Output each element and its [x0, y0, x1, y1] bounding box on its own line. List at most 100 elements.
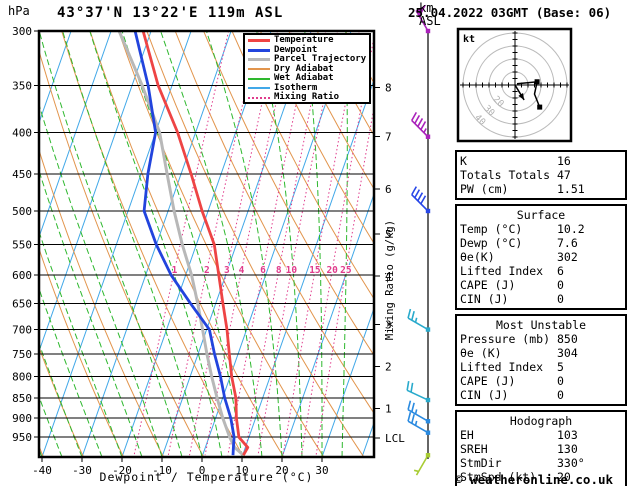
- copyright: © weatheronline.co.uk: [455, 472, 614, 486]
- svg-text:4: 4: [239, 265, 245, 276]
- svg-text:30: 30: [315, 464, 328, 477]
- stats-value: 330°: [557, 456, 585, 470]
- svg-text:600: 600: [12, 269, 32, 282]
- svg-text:7: 7: [385, 131, 392, 144]
- stats-row: CAPE (J) 0: [460, 374, 622, 388]
- stats-row: θe (K) 304: [460, 346, 622, 360]
- stats-row: Lifted Index 6: [460, 264, 622, 278]
- chart-legend: Temperature Dewpoint Parcel Trajectory Dry …: [243, 33, 371, 104]
- stats-table-title: Most Unstable: [495, 318, 586, 332]
- stats-label: CAPE (J): [460, 374, 516, 388]
- stats-row: K 16: [460, 154, 622, 168]
- stats-value: 0: [557, 278, 564, 292]
- svg-text:3: 3: [224, 265, 230, 276]
- legend-label: Dewpoint: [274, 44, 318, 55]
- svg-text:1: 1: [172, 265, 178, 276]
- stats-label: θe (K): [460, 346, 502, 360]
- legend-item: Wet Adiabat: [248, 73, 369, 84]
- svg-text:300: 300: [12, 25, 32, 38]
- stats-value: 0: [557, 292, 564, 306]
- hodograph-marker: [537, 104, 543, 110]
- barb-level-marker: [425, 28, 431, 34]
- svg-text:-30: -30: [72, 464, 92, 477]
- stats-label: Dewp (°C): [460, 236, 523, 250]
- stats-value: 6: [557, 264, 564, 278]
- svg-text:800: 800: [12, 371, 32, 384]
- stats-row: Temp (°C) 10.2: [460, 222, 622, 236]
- svg-text:400: 400: [12, 126, 32, 139]
- svg-text:-20: -20: [112, 464, 132, 477]
- legend-swatch: [248, 68, 270, 71]
- stats-label: CAPE (J): [460, 278, 516, 292]
- stats-value: 10.2: [557, 222, 585, 236]
- stats-row: CIN (J) 0: [460, 292, 622, 306]
- svg-text:8: 8: [385, 81, 392, 94]
- svg-text:500: 500: [12, 205, 32, 218]
- svg-text:750: 750: [12, 348, 32, 361]
- x-axis-title: Dewpoint / Temperature (°C): [99, 470, 314, 484]
- station-title: 43°37'N 13°22'E 119m ASL: [57, 5, 284, 21]
- svg-text:10: 10: [235, 464, 248, 477]
- svg-text:4: 4: [385, 270, 392, 283]
- stats-table-title: Hodograph: [509, 414, 573, 428]
- svg-text:350: 350: [12, 79, 32, 92]
- legend-label: Wet Adiabat: [274, 73, 334, 83]
- hodograph-trace: [516, 80, 541, 108]
- stats-value: 1.51: [557, 182, 585, 196]
- hodograph-marker: [534, 79, 540, 85]
- legend-item: Isotherm: [248, 82, 369, 94]
- wind-barb: [413, 453, 431, 476]
- barb-level-marker: [425, 397, 431, 403]
- stats-panel: K 16 Totals Totals 47 PW (cm) 1.51 Surface Temp…: [455, 150, 627, 486]
- wind-barb: [407, 411, 431, 435]
- stats-table: K 16 Totals Totals 47 PW (cm) 1.51: [455, 150, 627, 200]
- barb-level-marker: [425, 419, 431, 424]
- temperature-curve: [141, 31, 250, 456]
- stats-row: Lifted Index 5: [460, 360, 622, 374]
- stats-label: K: [460, 154, 467, 168]
- legend-label: Mixing Ratio: [274, 92, 340, 102]
- svg-text:1: 1: [385, 403, 392, 416]
- stats-value: 47: [557, 168, 571, 182]
- datetime-label: 25.04.2022 03GMT (Base: 06): [408, 5, 612, 20]
- stats-table: Surface Temp (°C) 10.2 Dewp (°C) 7.6 θe(K) 302…: [455, 204, 627, 310]
- legend-swatch: [248, 77, 270, 80]
- stats-label: Temp (°C): [460, 222, 523, 236]
- legend-item: Dewpoint: [248, 44, 369, 56]
- wind-barb-column: [406, 4, 431, 476]
- stats-row: CIN (J) 0: [460, 388, 622, 402]
- stats-row: PW (cm) 1.51: [460, 182, 622, 196]
- stats-label: Pressure (mb): [460, 332, 551, 346]
- stats-table: Hodograph EH 103 SREH 130 StmDir 330° StmSpd (k…: [455, 410, 627, 486]
- stats-value: 850: [557, 332, 578, 346]
- stats-value: 0: [557, 388, 564, 402]
- legend-swatch: [248, 58, 270, 62]
- legend-label: Isotherm: [274, 82, 318, 93]
- svg-text:-40: -40: [32, 464, 52, 477]
- barb-level-marker: [425, 453, 431, 458]
- barb-level-marker: [425, 327, 431, 332]
- stats-row: Totals Totals 47: [460, 168, 622, 182]
- svg-text:950: 950: [12, 431, 32, 444]
- svg-text:0: 0: [199, 464, 206, 477]
- legend-item: Dry Adiabat: [248, 64, 369, 75]
- svg-text:20: 20: [275, 464, 288, 477]
- lcl-label: LCL: [385, 432, 405, 445]
- legend-swatch: [248, 96, 270, 99]
- wind-barb: [415, 4, 431, 34]
- svg-text:8: 8: [276, 265, 282, 276]
- svg-text:550: 550: [12, 239, 32, 252]
- storm-motion-arrow: [518, 93, 525, 100]
- wind-barb: [406, 380, 431, 403]
- svg-text:20: 20: [326, 265, 338, 276]
- stats-row: Pressure (mb) 850: [460, 332, 622, 346]
- dewpoint-curve: [133, 31, 236, 456]
- barb-level-marker: [425, 430, 431, 435]
- stats-label: StmSpd (kt): [460, 470, 537, 484]
- stats-label: EH: [460, 428, 474, 442]
- pressure-gridlines: [34, 30, 380, 462]
- svg-text:3: 3: [385, 318, 392, 331]
- svg-text:10: 10: [286, 265, 298, 276]
- stats-label: Totals Totals: [460, 168, 551, 182]
- plot-frame: [37, 29, 376, 459]
